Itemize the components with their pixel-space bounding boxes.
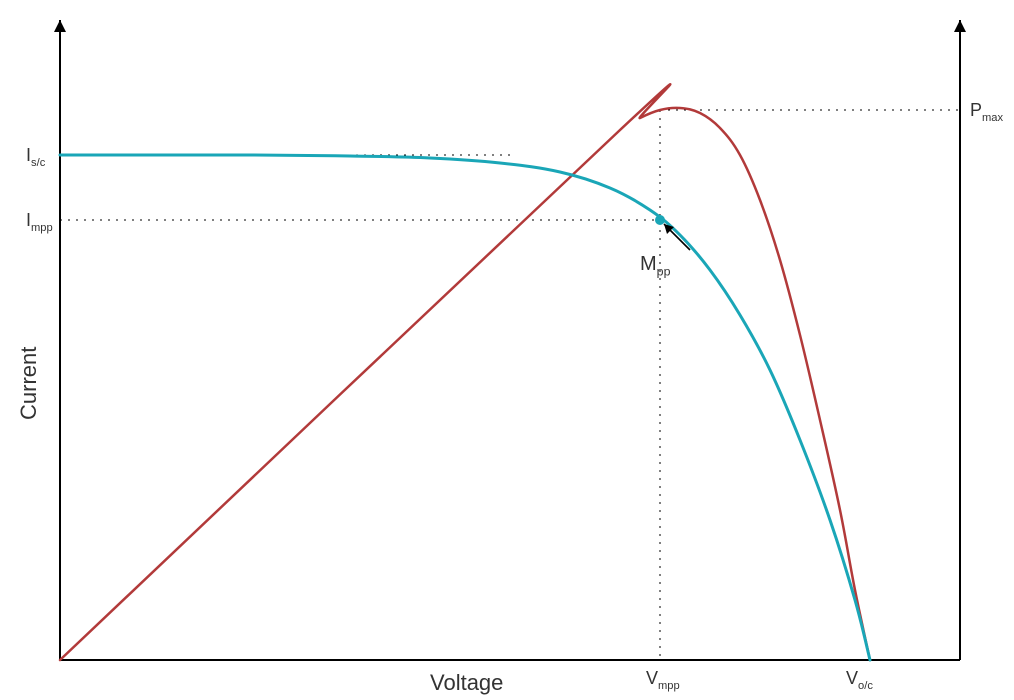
y-arrow-right [954, 20, 966, 32]
y-axis-label: Current [18, 347, 40, 420]
svg-text:Impp: Impp [26, 210, 53, 234]
svg-text:Is/c: Is/c [26, 145, 46, 169]
iv-pv-chart: Is/c Impp Vmpp Vo/c Pmax Mpp [0, 0, 1014, 700]
svg-text:Vo/c: Vo/c [846, 668, 873, 692]
mpp-point [655, 215, 665, 225]
x-axis-label: Voltage [430, 672, 503, 694]
chart-container: Is/c Impp Vmpp Vo/c Pmax Mpp Current Voltage [0, 0, 1014, 700]
iv-curve [60, 155, 870, 660]
svg-text:Pmax: Pmax [970, 100, 1004, 124]
pv-curve [60, 84, 870, 660]
y-arrow-left [54, 20, 66, 32]
svg-text:Vmpp: Vmpp [646, 668, 680, 692]
svg-text:Mpp: Mpp [640, 253, 671, 279]
